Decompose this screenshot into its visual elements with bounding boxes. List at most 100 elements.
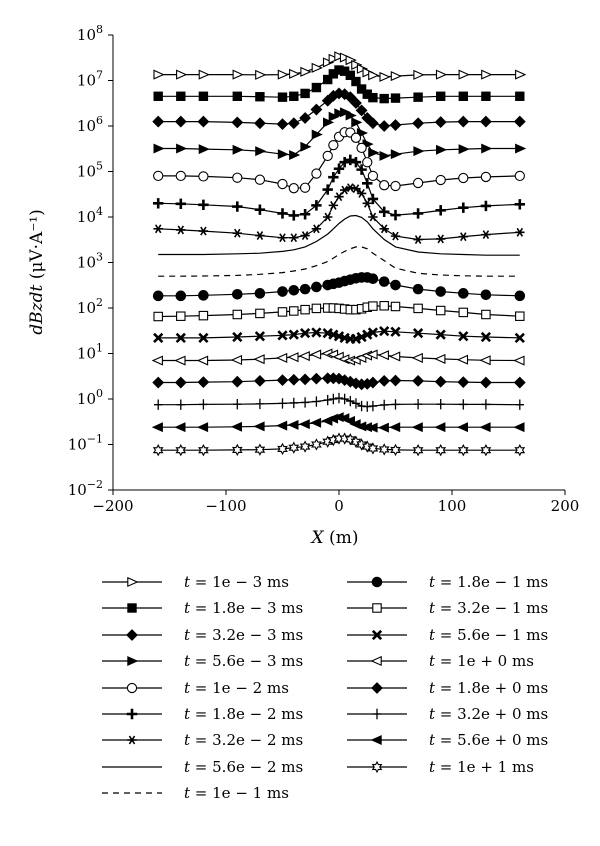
data-point <box>389 374 402 387</box>
data-point <box>458 288 469 299</box>
data-point <box>368 400 378 412</box>
data-point <box>355 104 368 117</box>
data-point <box>254 174 266 185</box>
data-point <box>288 329 299 340</box>
data-point <box>231 116 244 129</box>
legend-swatch <box>102 576 162 588</box>
data-point <box>288 284 300 296</box>
series-14 <box>152 372 526 391</box>
data-point <box>457 444 469 457</box>
data-point <box>312 396 321 407</box>
data-point <box>514 290 526 302</box>
data-point <box>175 444 187 457</box>
data-point <box>176 399 185 410</box>
legend-item: t = 5.6e − 2 ms <box>100 755 350 781</box>
legend-item: t = 1e − 1 ms <box>100 781 350 807</box>
data-point <box>379 326 390 337</box>
y-tick-label: 103 <box>77 251 103 272</box>
y-tick-label: 100 <box>77 387 103 408</box>
data-point <box>311 303 322 314</box>
data-point <box>435 444 447 457</box>
y-tick-label: 101 <box>77 342 103 363</box>
data-point <box>277 92 288 102</box>
data-point <box>390 279 401 291</box>
legend-label: t = 3.2e − 2 ms <box>184 731 304 750</box>
data-point <box>366 422 378 433</box>
data-point <box>176 69 188 80</box>
legend-swatch <box>347 629 407 640</box>
data-point <box>481 143 493 154</box>
legend-label: t = 1.8e − 3 ms <box>184 599 304 618</box>
data-point <box>345 110 357 121</box>
data-point <box>458 331 469 342</box>
data-point <box>309 417 322 428</box>
y-tick-label: 102 <box>77 296 103 317</box>
data-point <box>434 375 447 388</box>
data-point <box>356 84 367 94</box>
data-point <box>255 231 265 241</box>
data-point <box>198 226 209 236</box>
data-point <box>323 394 332 406</box>
data-point <box>198 171 209 182</box>
data-point <box>456 354 469 365</box>
data-point <box>322 184 333 195</box>
data-point <box>198 91 209 101</box>
data-point <box>350 157 362 168</box>
legend-label: t = 1e − 3 ms <box>184 573 289 591</box>
legend-label: t = 1.8e − 2 ms <box>184 704 304 723</box>
data-point <box>480 200 492 212</box>
data-point <box>328 139 339 151</box>
data-point <box>334 192 344 202</box>
legend-item: t = 3.2e − 1 ms <box>345 596 595 622</box>
data-point <box>391 399 400 410</box>
data-point <box>345 154 356 166</box>
data-point <box>345 55 357 66</box>
data-point <box>152 115 165 128</box>
data-point <box>435 69 448 80</box>
data-point <box>288 210 299 221</box>
legend-swatch <box>347 603 407 614</box>
data-point <box>481 309 491 320</box>
data-point <box>289 233 299 243</box>
data-point <box>367 193 379 205</box>
series-line <box>158 214 520 256</box>
data-point <box>513 376 526 389</box>
data-point <box>413 398 423 410</box>
axes: −200 −100 0 100 200 108 107 106 105 104 103 102 101 1… <box>68 23 580 515</box>
series-10 <box>152 272 526 302</box>
data-point <box>389 422 401 433</box>
data-point <box>310 372 323 385</box>
data-point <box>513 115 526 128</box>
data-point <box>287 117 300 130</box>
data-point <box>311 129 323 140</box>
data-point <box>411 352 423 363</box>
data-point <box>356 188 367 198</box>
data-point <box>379 301 389 311</box>
legend-marker <box>127 735 137 745</box>
data-point <box>198 144 210 155</box>
data-point <box>300 66 312 77</box>
data-point <box>390 231 401 241</box>
data-point <box>300 397 310 408</box>
data-point <box>351 117 363 128</box>
data-point <box>514 444 526 457</box>
data-point <box>367 170 379 182</box>
legend-marker <box>371 629 383 640</box>
data-point <box>378 374 391 387</box>
data-point <box>288 441 300 454</box>
legend-swatch <box>102 792 162 794</box>
data-point <box>174 355 186 366</box>
data-point <box>338 88 351 101</box>
legend-label: t = 5.6e − 2 ms <box>184 757 304 776</box>
data-point <box>379 150 391 161</box>
data-point <box>367 442 379 455</box>
legend: t = 1e − 3 ms t = 1.8e − 3 ms t = 3.2e − 3… <box>0 570 600 840</box>
legend-item: t = 5.6e − 3 ms <box>100 649 350 675</box>
data-point <box>232 201 243 212</box>
data-point <box>174 115 187 128</box>
data-point <box>412 208 424 219</box>
legend-marker <box>371 681 383 694</box>
data-point <box>300 304 310 315</box>
data-point <box>515 143 527 154</box>
data-point <box>361 440 373 453</box>
